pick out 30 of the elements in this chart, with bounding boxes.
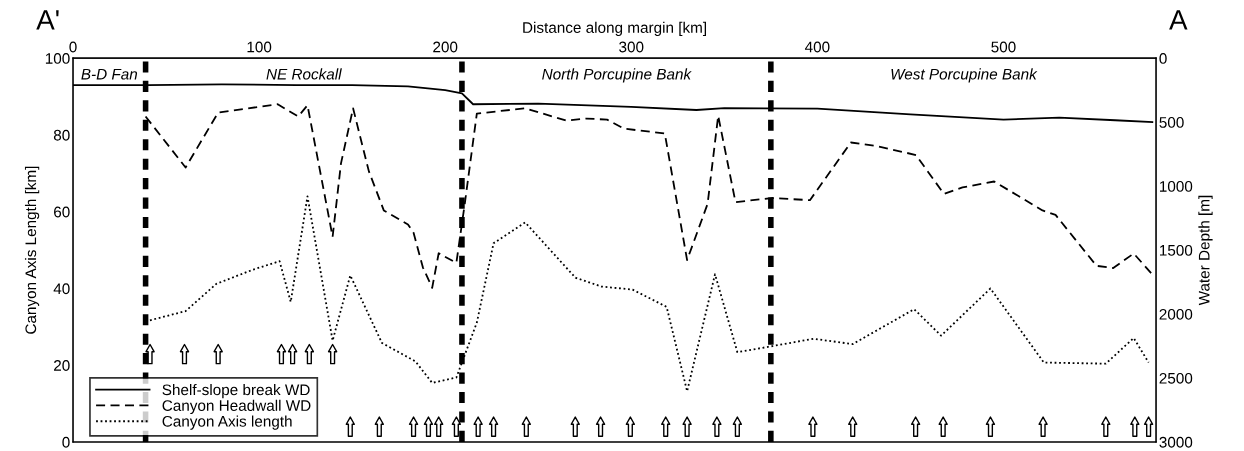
annotation: North Porcupine Bank bbox=[542, 68, 692, 83]
y2-tick-label: 500 bbox=[1159, 117, 1184, 128]
legend-label: Shelf-slope break WD bbox=[162, 383, 310, 399]
y-tick-label: 0 bbox=[62, 436, 70, 448]
x-tick-label: 500 bbox=[991, 41, 1016, 53]
y2-tick-label: 2500 bbox=[1159, 372, 1193, 384]
legend-label: Canyon Headwall WD bbox=[162, 399, 311, 414]
x-tick-label: 400 bbox=[804, 41, 830, 53]
text: A' bbox=[36, 10, 59, 30]
x-tick-label: 100 bbox=[247, 41, 272, 53]
annotation: NE Rockall bbox=[266, 68, 342, 80]
annotation: B-D Fan bbox=[81, 68, 138, 80]
y-tick-label: 20 bbox=[54, 360, 70, 371]
y-tick-label: 80 bbox=[53, 129, 70, 141]
y2-tick-label: 1500 bbox=[1159, 244, 1193, 256]
legend-label: Canyon Axis length bbox=[162, 415, 292, 430]
y2-tick-label: 0 bbox=[1159, 53, 1167, 64]
x-tick-label: 300 bbox=[619, 41, 644, 53]
x-tick-label: 200 bbox=[433, 41, 458, 53]
y-tick-label: 100 bbox=[45, 53, 70, 64]
annotation: West Porcupine Bank bbox=[891, 68, 1038, 83]
y2-tick-label: 1000 bbox=[1159, 180, 1193, 192]
y2-tick-label: 2000 bbox=[1159, 308, 1193, 320]
x-axis-title: Distance along margin [km] bbox=[523, 21, 707, 36]
y-tick-label: 40 bbox=[53, 283, 70, 295]
text: A bbox=[1169, 10, 1188, 30]
y2-tick-label: 3000 bbox=[1159, 436, 1193, 448]
y-axis-title: Canyon Axis Length [km] bbox=[24, 166, 40, 334]
y2-axis-title: Water Depth [m] bbox=[1198, 195, 1213, 306]
y-tick-label: 60 bbox=[54, 206, 70, 218]
